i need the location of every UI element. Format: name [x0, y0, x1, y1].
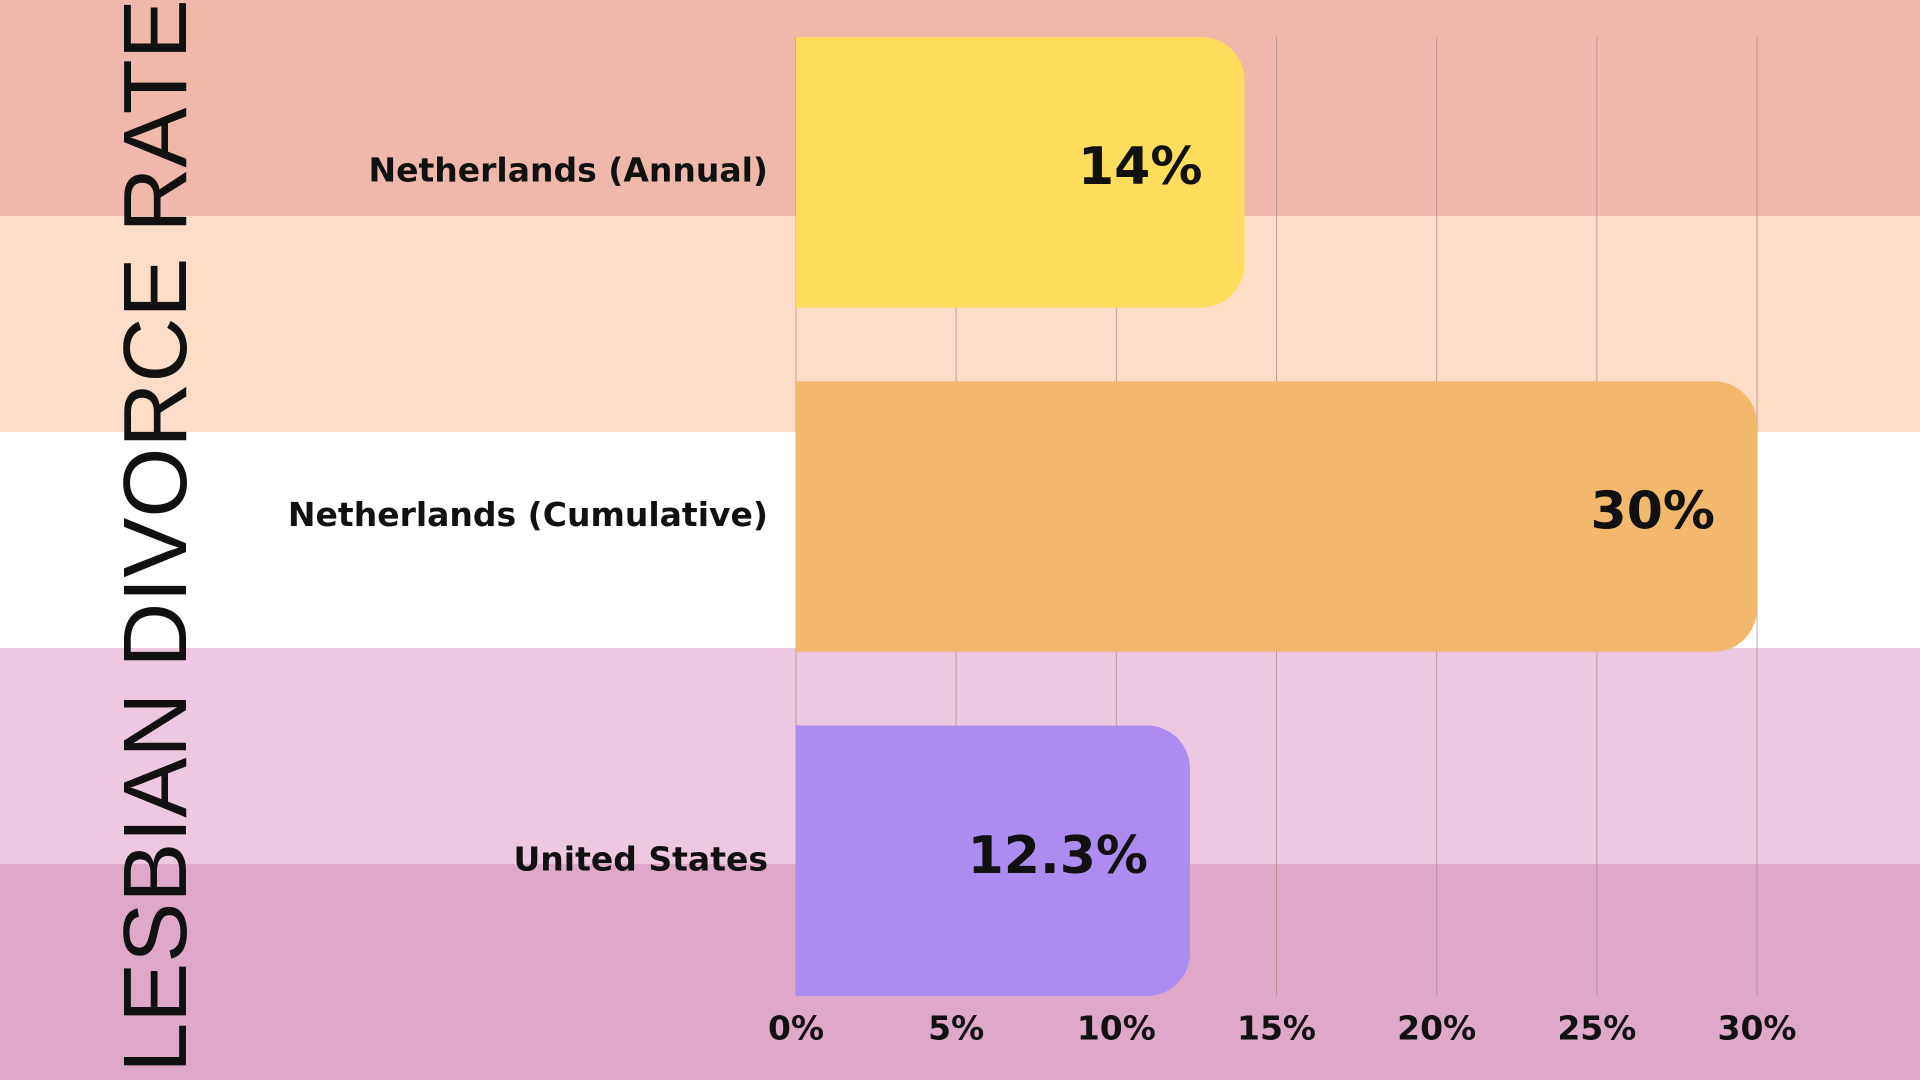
x-tick-label: 15% [1237, 1009, 1316, 1048]
bar [796, 725, 1191, 996]
value-label: 14% [1078, 137, 1202, 197]
x-tick-label: 0% [768, 1009, 824, 1048]
category-label: Netherlands (Annual) [368, 151, 768, 190]
bar [796, 381, 1757, 652]
category-label: United States [514, 839, 768, 878]
x-tick-label: 5% [928, 1009, 984, 1048]
x-tick-label: 30% [1718, 1009, 1797, 1048]
x-tick-label: 25% [1557, 1009, 1636, 1048]
x-tick-label: 20% [1397, 1009, 1476, 1048]
value-label: 30% [1591, 482, 1715, 542]
category-label: Netherlands (Cumulative) [288, 495, 768, 534]
value-label: 12.3% [968, 826, 1148, 886]
x-tick-label: 10% [1077, 1009, 1156, 1048]
bar [796, 37, 1245, 308]
chart-title: LESBIAN DIVORCE RATE [106, 0, 206, 1073]
